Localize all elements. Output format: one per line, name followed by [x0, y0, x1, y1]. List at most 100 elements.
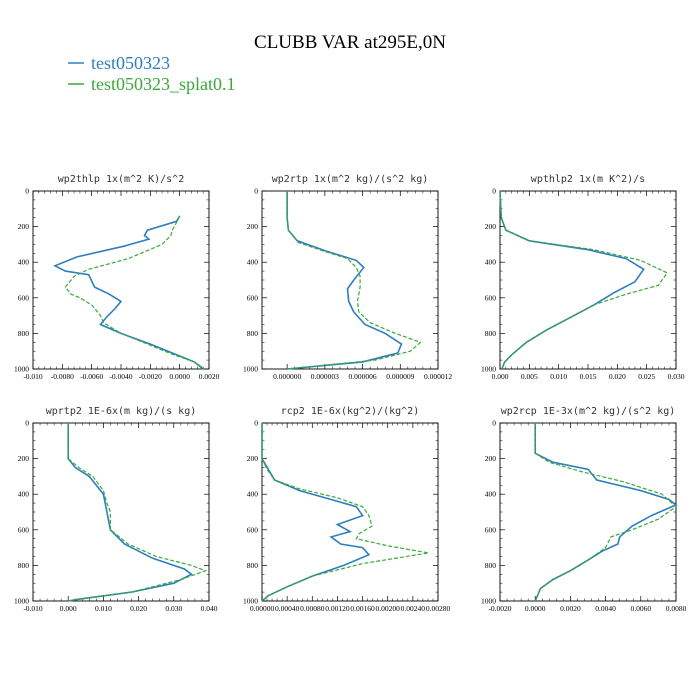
y-tick-label: 800 [247, 329, 259, 338]
x-tick-label: 0.0020 [199, 372, 220, 381]
panel-1: wp2rtp 1x(m^2 kg)/(s^2 kg) 0 200 400 600 800 1… [243, 174, 452, 381]
x-tick-label: 0.000003 [311, 372, 339, 381]
y-tick-label: 800 [485, 329, 497, 338]
x-tick-label: -0.0040 [109, 372, 132, 381]
y-tick-label: 0 [492, 187, 496, 196]
y-tick-label: 600 [18, 525, 30, 534]
series-line-test050323 [67, 423, 193, 602]
x-tick-label: 0.00000 [250, 604, 275, 613]
x-tick-label: 0.00040 [275, 604, 300, 613]
y-tick-label: 0 [492, 419, 496, 428]
x-tick-label: 0.000000 [273, 372, 301, 381]
x-tick-label: -0.0060 [80, 372, 103, 381]
series-line-splat [64, 215, 205, 370]
x-tick-label: 0.00280 [426, 604, 451, 613]
x-tick-label: -0.0020 [139, 372, 162, 381]
x-tick-label: 0.000012 [424, 372, 452, 381]
x-tick-label: 0.020 [609, 372, 626, 381]
y-tick-label: 600 [18, 293, 30, 302]
y-tick-label: 400 [485, 258, 497, 267]
x-tick-label: 0.0000 [525, 604, 546, 613]
x-tick-label: 0.00080 [300, 604, 325, 613]
y-tick-label: 0 [25, 419, 29, 428]
y-tick-label: 400 [18, 258, 30, 267]
series-line-test050323 [53, 215, 204, 370]
figure-title: CLUBB VAR at295E,0N [254, 32, 446, 53]
panel-2: wpthlp2 1x(m K^2)/s020040060080010000.00… [481, 174, 685, 381]
y-tick-label: 800 [18, 561, 30, 570]
x-tick-label: 0.000 [492, 372, 509, 381]
series-line-test050323 [534, 423, 678, 602]
series-line-splat [499, 190, 669, 370]
panel-4: rcp2 1E-6x(kg^2)/(kg^2) 0 200 400 600 800 1000… [243, 406, 450, 613]
y-tick-label: 1000 [243, 597, 258, 606]
y-tick-label: 200 [247, 222, 259, 231]
x-tick-label: 0.040 [201, 604, 218, 613]
y-tick-label: 200 [18, 222, 30, 231]
series-line-splat [534, 423, 677, 602]
plot-frame [32, 190, 210, 370]
y-tick-label: 200 [18, 454, 30, 463]
panel-title: wp2rcp 1E-3x(m^2 kg)/(s^2 kg) [501, 406, 676, 417]
x-tick-label: -0.0020 [488, 604, 511, 613]
series-line-splat [67, 423, 208, 602]
plot-frame [499, 422, 677, 602]
x-tick-label: 0.000 [60, 604, 77, 613]
x-tick-label: 0.00240 [401, 604, 426, 613]
panel-title: wprtp2 1E-6x(m kg)/(s kg) [46, 406, 197, 417]
x-tick-label: 0.030 [668, 372, 685, 381]
panel-title: rcp2 1E-6x(kg^2)/(kg^2) [281, 406, 419, 417]
y-tick-label: 1000 [243, 365, 258, 374]
y-tick-label: 200 [247, 454, 259, 463]
x-tick-label: -0.0080 [51, 372, 74, 381]
legend-label-splat: test050323_splat0.1 [91, 74, 236, 94]
x-tick-label: 0.00160 [350, 604, 375, 613]
y-tick-label: 1000 [14, 365, 29, 374]
y-tick-label: 600 [247, 293, 259, 302]
y-tick-label: 800 [247, 561, 259, 570]
panel-title: wp2thlp 1x(m^2 K)/s^2 [58, 174, 184, 185]
y-tick-label: 0 [254, 187, 258, 196]
y-tick-label: 200 [485, 454, 497, 463]
x-tick-label: 0.0000 [169, 372, 190, 381]
x-tick-label: -0.010 [23, 372, 43, 381]
x-tick-label: 0.0080 [666, 604, 687, 613]
plot-frame [261, 190, 439, 370]
y-tick-label: 0 [254, 419, 258, 428]
y-tick-label: 600 [485, 525, 497, 534]
x-tick-label: 0.010 [550, 372, 567, 381]
x-tick-label: 0.000009 [386, 372, 414, 381]
plot-frame [32, 422, 210, 602]
panel-5: wp2rcp 1E-3x(m^2 kg)/(s^2 kg) 0 200 400 600 8… [481, 406, 687, 613]
panels: wp2thlp 1x(m^2 K)/s^202004006008001000-0… [14, 174, 687, 613]
series-line-splat [261, 423, 429, 602]
y-tick-label: 200 [485, 222, 497, 231]
x-tick-label: 0.0040 [595, 604, 616, 613]
y-tick-label: 800 [485, 561, 497, 570]
x-tick-label: 0.010 [95, 604, 112, 613]
y-tick-label: 600 [247, 525, 259, 534]
x-tick-label: 0.025 [638, 372, 655, 381]
x-tick-label: -0.010 [23, 604, 43, 613]
x-tick-label: 0.020 [130, 604, 147, 613]
x-tick-label: 0.015 [580, 372, 597, 381]
y-tick-label: 400 [18, 490, 30, 499]
series-line-splat [286, 191, 422, 370]
y-tick-label: 400 [247, 490, 259, 499]
y-tick-label: 400 [247, 258, 259, 267]
panel-0: wp2thlp 1x(m^2 K)/s^202004006008001000-0… [14, 174, 220, 381]
legend: test050323 test050323_splat0.1 [68, 53, 236, 94]
x-tick-label: 0.000006 [349, 372, 377, 381]
x-tick-label: 0.030 [165, 604, 182, 613]
panel-3: wprtp2 1E-6x(m kg)/(s kg) 0 200 400 600 800 10… [14, 406, 218, 613]
series-line-test050323 [261, 423, 371, 602]
plot-frame [261, 422, 439, 602]
panel-title: wp2rtp 1x(m^2 kg)/(s^2 kg) [272, 174, 429, 185]
y-tick-label: 400 [485, 490, 497, 499]
x-tick-label: 0.00200 [376, 604, 401, 613]
x-tick-label: 0.005 [521, 372, 538, 381]
y-tick-label: 1000 [14, 597, 29, 606]
y-tick-label: 1000 [481, 365, 496, 374]
legend-label-test050323: test050323 [91, 53, 170, 73]
